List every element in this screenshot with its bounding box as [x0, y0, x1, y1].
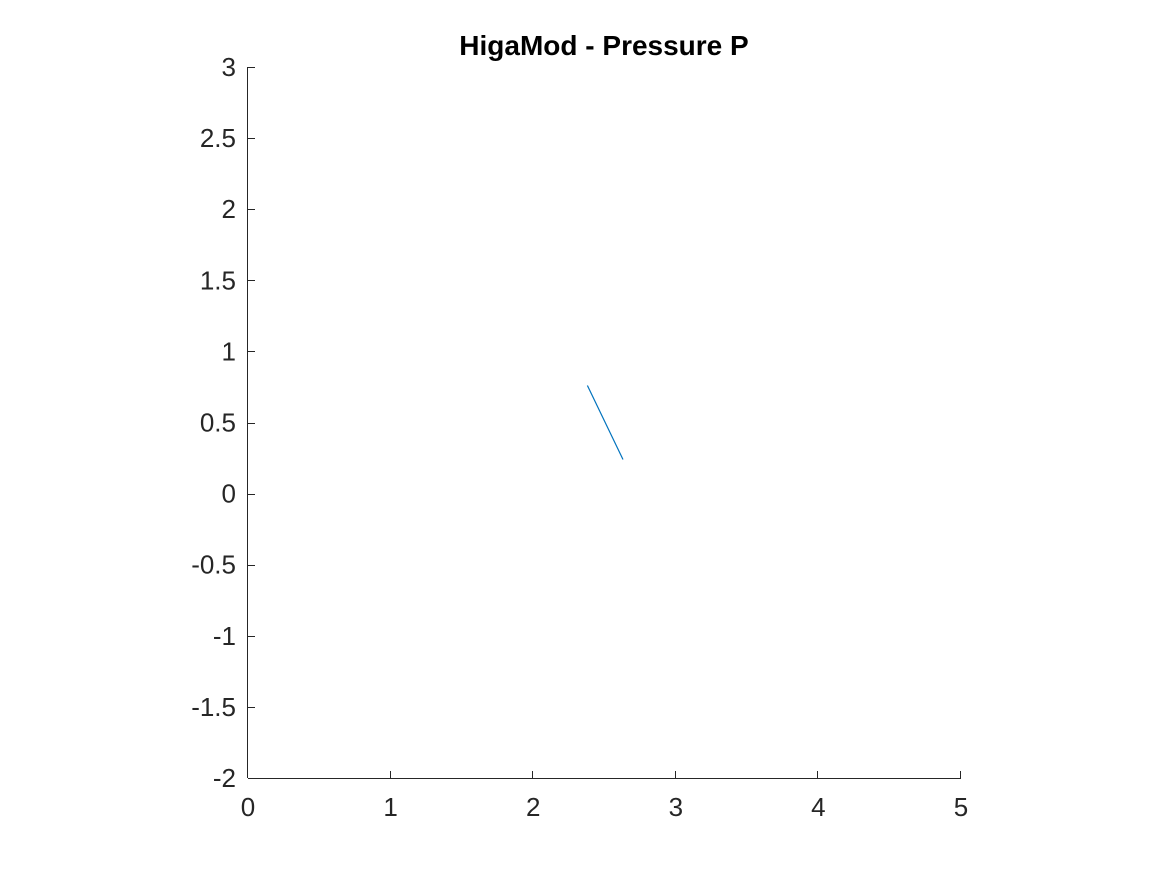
y-tick-label: -2 [213, 763, 236, 793]
x-tick-label: 3 [669, 792, 683, 822]
y-tick-label: 2.5 [200, 123, 236, 153]
x-tick-label: 4 [811, 792, 825, 822]
y-tick-label: -1 [213, 621, 236, 651]
x-tick-label: 1 [383, 792, 397, 822]
x-tick-label: 0 [241, 792, 255, 822]
y-tick-label: 1 [222, 336, 236, 366]
y-tick-label: 1.5 [200, 265, 236, 295]
series-line-1 [586, 385, 624, 460]
y-tick-label: -0.5 [191, 550, 236, 580]
y-tick-label: -1.5 [191, 692, 236, 722]
y-tick-label: 0.5 [200, 408, 236, 438]
y-tick-label: 3 [222, 52, 236, 82]
x-tick-label: 2 [526, 792, 540, 822]
y-tick-label: 2 [222, 194, 236, 224]
y-tick-label: 0 [222, 479, 236, 509]
x-tick-label: 5 [954, 792, 968, 822]
chart-title: HigaMod - Pressure P [459, 30, 748, 61]
plot-area: 0 1 2 3 4 5 -2 -1.5 -1 -0.5 0 0.5 1 1.5 2 2.5 3 [191, 52, 968, 822]
